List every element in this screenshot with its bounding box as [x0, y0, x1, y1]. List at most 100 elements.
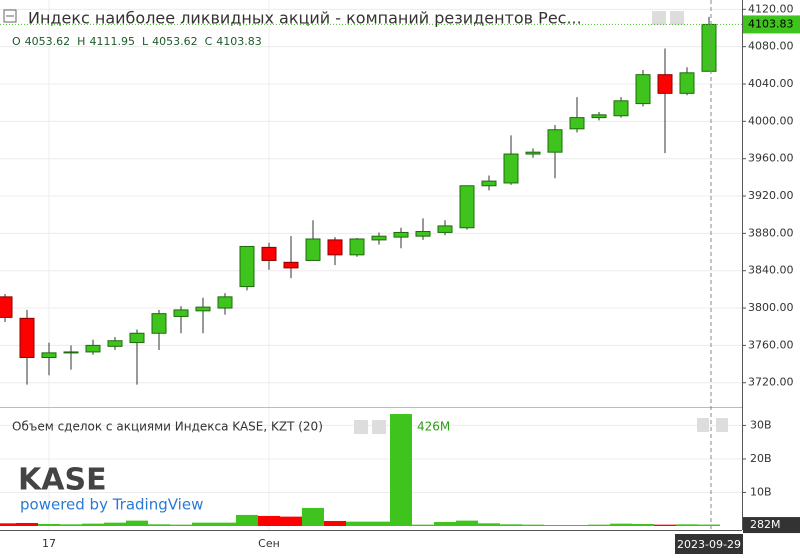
legend-letter: H [77, 35, 85, 48]
legend-value: 4103.83 [216, 35, 262, 48]
chart-title: Индекс наиболее ликвидных акций - компан… [28, 9, 582, 28]
legend-letter: C [205, 35, 213, 48]
pane-icon[interactable] [716, 418, 728, 432]
volume-bar [610, 523, 632, 526]
candle-body [657, 74, 673, 94]
candle-body [0, 296, 13, 318]
volume-bar [698, 524, 720, 526]
candle-body [41, 352, 57, 359]
volume-bar [148, 524, 170, 526]
candle-body [393, 231, 409, 238]
volume-bar [632, 523, 654, 526]
settings-icon[interactable] [354, 420, 368, 434]
candle-body [173, 309, 189, 317]
ma-value-box [743, 517, 800, 534]
volume-bar [676, 524, 698, 526]
x-tick-label: Сен [258, 537, 280, 550]
candle-body [107, 340, 123, 347]
candle-body [217, 296, 233, 309]
y-tick-label: 3960.00 [748, 152, 794, 165]
legend-letter: O [12, 35, 21, 48]
y-tick-label: 3920.00 [748, 189, 794, 202]
legend-value: 4053.62 [25, 35, 71, 48]
candle-body [261, 246, 277, 261]
y-tick-label: 3840.00 [748, 264, 794, 277]
volume-bar [368, 521, 390, 526]
candle-body [481, 180, 497, 187]
candle-body [239, 245, 255, 288]
last-price-label: 4103.83 [748, 17, 794, 30]
candle-body [151, 313, 167, 334]
settings-icon[interactable] [670, 11, 684, 25]
candle-body [547, 129, 563, 153]
volume-bar [214, 522, 236, 526]
volume-bar [38, 523, 60, 526]
y-tick-label: 4080.00 [748, 40, 794, 53]
plot [0, 16, 720, 526]
legend-value: 4053.62 [152, 35, 198, 48]
volume-bar [0, 523, 16, 526]
candle-body [437, 225, 453, 233]
candle-body [371, 235, 387, 241]
candle-body [459, 185, 475, 229]
volume-bar [236, 514, 258, 526]
volume-bar [390, 414, 412, 526]
candle-body [327, 239, 343, 256]
y-tick-label: 4040.00 [748, 77, 794, 90]
volume-bar [654, 524, 676, 526]
y-tick-label: 4000.00 [748, 114, 794, 127]
volume-bar [346, 521, 368, 526]
candle-body [525, 151, 541, 155]
settings-icon[interactable] [652, 11, 666, 25]
volume-title: Объем сделок с акциями Индекса KASE, KZT… [12, 420, 323, 434]
x-cursor-box [675, 534, 743, 554]
volume-bar [544, 524, 566, 526]
candle-body [503, 153, 519, 184]
volume-bar [302, 507, 324, 526]
y2-tick-label: 20B [750, 452, 772, 465]
pane-icon[interactable] [697, 418, 709, 432]
volume-bar [192, 522, 214, 526]
y-tick-label: 4120.00 [748, 2, 794, 15]
candle-body [129, 332, 145, 344]
volume-bar [60, 524, 82, 526]
candle-body [349, 238, 365, 256]
ohlc-legend: O 4053.62 H 4111.95 L 4053.62 C 4103.83 [12, 35, 262, 48]
volume-bar [412, 524, 434, 526]
volume-bar [500, 524, 522, 526]
candle-body [613, 100, 629, 117]
candle-body [283, 261, 299, 269]
volume-bar [16, 522, 38, 526]
y-tick-label: 3800.00 [748, 301, 794, 314]
candle-body [569, 117, 585, 130]
candle-body [635, 74, 651, 105]
y2-tick-label: 10B [750, 485, 772, 498]
last-price-box [743, 15, 800, 34]
settings-icon[interactable] [372, 420, 386, 434]
volume-bar [588, 524, 610, 526]
candle-body [679, 72, 695, 94]
x-tick-label: 2023-09-29 [677, 538, 741, 551]
volume-bar [280, 516, 302, 526]
legend-letter: L [142, 35, 149, 48]
volume-bar [434, 521, 456, 526]
y-tick-label: 3720.00 [748, 376, 794, 389]
volume-bar [478, 523, 500, 526]
collapse-icon[interactable] [3, 9, 17, 23]
volume-bar [258, 515, 280, 526]
volume-bar [522, 524, 544, 526]
candle-body [19, 317, 35, 359]
y-tick-label: 3760.00 [748, 338, 794, 351]
y2-tick-label: 30B [750, 418, 772, 431]
logo: KASE [18, 463, 107, 498]
grid [0, 0, 742, 530]
volume-bar [456, 520, 478, 526]
volume-bar [324, 520, 346, 526]
y-tick-label: 3880.00 [748, 226, 794, 239]
volume-bar [566, 524, 588, 526]
candle-body [305, 238, 321, 261]
credit: powered by TradingView [20, 496, 203, 514]
volume-value-label: 426M [417, 420, 450, 434]
volume-bar [126, 520, 148, 526]
